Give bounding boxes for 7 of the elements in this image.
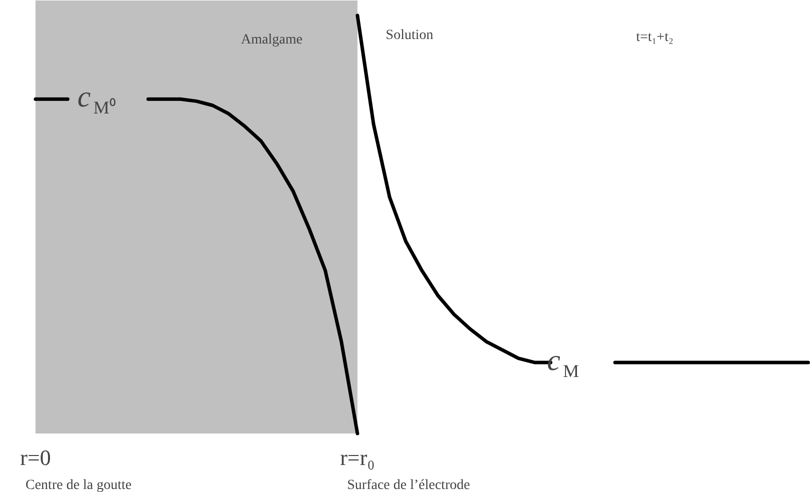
text: Surface de l’électrode xyxy=(347,478,470,492)
annotation: Solution xyxy=(386,28,434,43)
annotation: t=t₁+t₂ xyxy=(636,30,674,45)
x-tick-label: r=r₀ xyxy=(340,445,375,470)
text: Centre de la goutte xyxy=(26,478,132,492)
x-tick-label: r=0 xyxy=(20,445,51,470)
band-label: Amalgame xyxy=(241,32,302,48)
